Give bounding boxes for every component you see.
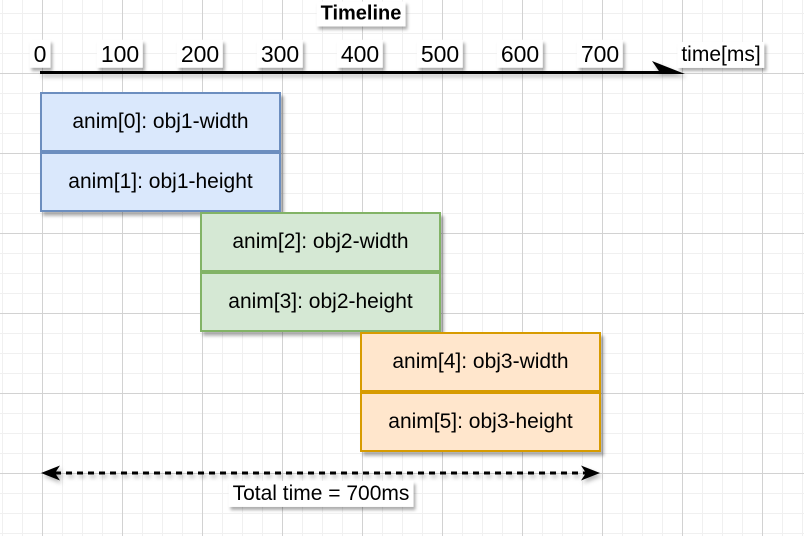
total-time-arrowhead-right <box>581 465 600 481</box>
axis-tick-label: 0 <box>29 39 51 69</box>
timeline-bar[interactable]: anim[4]: obj3-width <box>360 332 601 392</box>
bar-label: anim[3]: obj2-height <box>228 290 413 313</box>
axis-unit-label: time[ms] <box>677 41 765 69</box>
timeline-bar[interactable]: anim[1]: obj1-height <box>40 152 281 212</box>
axis-tick-label: 600 <box>496 39 544 69</box>
bar-label: anim[0]: obj1-width <box>72 110 249 133</box>
total-time-arrowhead-left <box>41 465 60 481</box>
axis-tick-label: 300 <box>256 39 304 69</box>
bar-label: anim[1]: obj1-height <box>68 170 253 193</box>
timeline-bar[interactable]: anim[3]: obj2-height <box>200 272 441 332</box>
diagram-title: Timeline <box>316 1 406 27</box>
total-time-label: Total time = 700ms <box>228 480 414 508</box>
axis-tick-label: 500 <box>416 39 464 69</box>
axis-tick-label: 400 <box>336 39 384 69</box>
bar-label: anim[4]: obj3-width <box>392 350 569 373</box>
bar-label: anim[2]: obj2-width <box>232 230 409 253</box>
timeline-bar[interactable]: anim[5]: obj3-height <box>360 392 601 452</box>
time-axis-arrowhead <box>652 61 685 74</box>
timeline-bar[interactable]: anim[2]: obj2-width <box>200 212 441 272</box>
timeline-bar[interactable]: anim[0]: obj1-width <box>40 92 281 152</box>
bar-label: anim[5]: obj3-height <box>388 410 573 433</box>
axis-tick-label: 200 <box>176 39 224 69</box>
axis-tick-label: 100 <box>96 39 144 69</box>
axis-tick-label: 700 <box>576 39 624 69</box>
